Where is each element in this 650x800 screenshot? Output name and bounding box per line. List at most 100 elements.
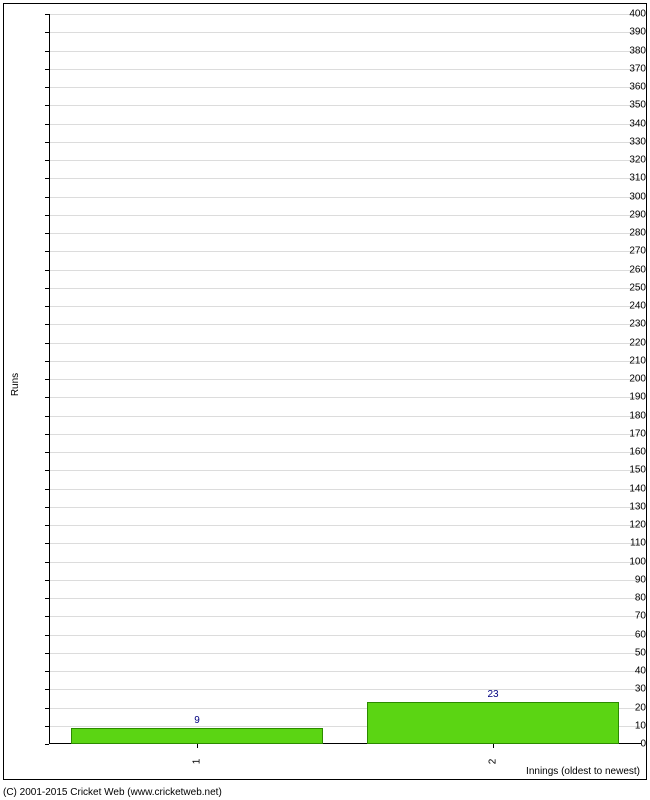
ytick-mark [45, 51, 49, 52]
ytick-mark [45, 434, 49, 435]
ytick-label: 210 [607, 355, 646, 366]
ytick-label: 150 [607, 465, 646, 476]
ytick-label: 100 [607, 556, 646, 567]
gridline [49, 105, 641, 106]
gridline [49, 452, 641, 453]
gridline [49, 616, 641, 617]
ytick-label: 200 [607, 374, 646, 385]
ytick-label: 380 [607, 45, 646, 56]
gridline [49, 215, 641, 216]
ytick-mark [45, 251, 49, 252]
gridline [49, 197, 641, 198]
bar [71, 728, 323, 744]
ytick-mark [45, 708, 49, 709]
ytick-label: 270 [607, 246, 646, 257]
gridline [49, 288, 641, 289]
xtick-label: 2 [488, 759, 499, 765]
bar-value-label: 9 [194, 715, 200, 726]
gridline [49, 635, 641, 636]
ytick-label: 330 [607, 136, 646, 147]
copyright-text: (C) 2001-2015 Cricket Web (www.cricketwe… [3, 787, 222, 798]
gridline [49, 434, 641, 435]
gridline [49, 489, 641, 490]
ytick-mark [45, 343, 49, 344]
xtick-mark [493, 744, 494, 748]
gridline [49, 689, 641, 690]
ytick-mark [45, 197, 49, 198]
gridline [49, 580, 641, 581]
gridline [49, 14, 641, 15]
ytick-label: 40 [607, 666, 646, 677]
ytick-label: 60 [607, 629, 646, 640]
bar [367, 702, 619, 744]
gridline [49, 598, 641, 599]
ytick-mark [45, 470, 49, 471]
gridline [49, 361, 641, 362]
ytick-mark [45, 32, 49, 33]
ytick-mark [45, 689, 49, 690]
ytick-mark [45, 215, 49, 216]
ytick-label: 320 [607, 155, 646, 166]
chart-container: 923 010203040506070809010011012013014015… [0, 0, 650, 800]
ytick-mark [45, 87, 49, 88]
ytick-mark [45, 580, 49, 581]
ytick-label: 220 [607, 337, 646, 348]
ytick-label: 70 [607, 611, 646, 622]
ytick-label: 20 [607, 702, 646, 713]
gridline [49, 87, 641, 88]
ytick-label: 390 [607, 27, 646, 38]
ytick-mark [45, 324, 49, 325]
ytick-mark [45, 160, 49, 161]
ytick-label: 0 [607, 739, 646, 750]
gridline [49, 543, 641, 544]
ytick-mark [45, 726, 49, 727]
ytick-label: 340 [607, 118, 646, 129]
gridline [49, 306, 641, 307]
ytick-mark [45, 142, 49, 143]
ytick-mark [45, 525, 49, 526]
ytick-label: 280 [607, 228, 646, 239]
ytick-label: 310 [607, 173, 646, 184]
ytick-label: 130 [607, 501, 646, 512]
ytick-mark [45, 671, 49, 672]
ytick-mark [45, 361, 49, 362]
gridline [49, 178, 641, 179]
ytick-mark [45, 562, 49, 563]
ytick-mark [45, 543, 49, 544]
gridline [49, 142, 641, 143]
xtick-mark [197, 744, 198, 748]
ytick-mark [45, 598, 49, 599]
bar-value-label: 23 [487, 689, 498, 700]
ytick-mark [45, 178, 49, 179]
ytick-label: 350 [607, 100, 646, 111]
ytick-mark [45, 288, 49, 289]
ytick-label: 260 [607, 264, 646, 275]
gridline [49, 671, 641, 672]
ytick-label: 140 [607, 483, 646, 494]
y-axis-line [49, 14, 50, 744]
ytick-mark [45, 452, 49, 453]
gridline [49, 562, 641, 563]
gridline [49, 470, 641, 471]
ytick-label: 240 [607, 301, 646, 312]
ytick-mark [45, 105, 49, 106]
ytick-label: 190 [607, 392, 646, 403]
gridline [49, 233, 641, 234]
ytick-label: 90 [607, 574, 646, 585]
gridline [49, 270, 641, 271]
gridline [49, 416, 641, 417]
gridline [49, 160, 641, 161]
ytick-mark [45, 397, 49, 398]
ytick-mark [45, 270, 49, 271]
ytick-label: 370 [607, 63, 646, 74]
plot-area: 9 23 [49, 14, 641, 744]
ytick-label: 360 [607, 82, 646, 93]
gridline [49, 397, 641, 398]
ytick-label: 30 [607, 684, 646, 695]
gridline [49, 124, 641, 125]
gridline [49, 51, 641, 52]
ytick-mark [45, 69, 49, 70]
ytick-mark [45, 489, 49, 490]
ytick-mark [45, 379, 49, 380]
gridline [49, 379, 641, 380]
